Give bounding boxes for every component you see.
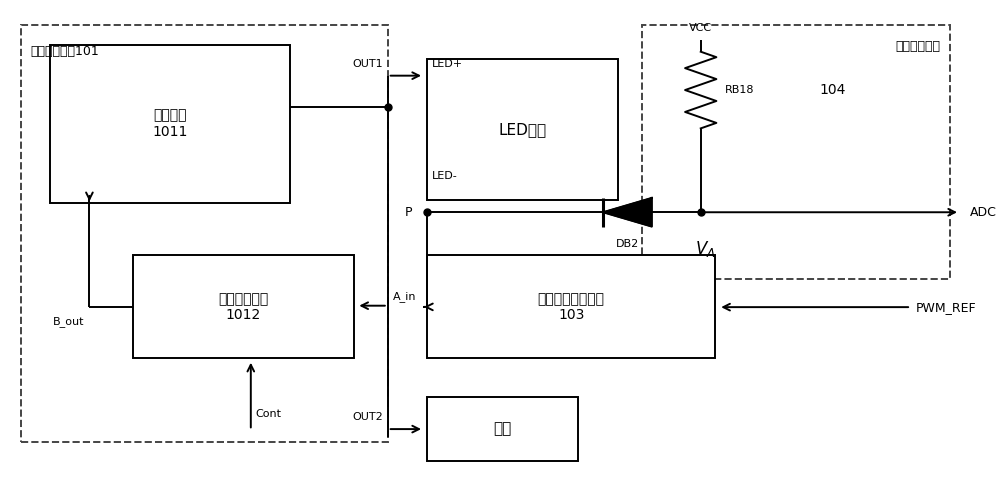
Text: 反馈调整电路
1012: 反馈调整电路 1012 xyxy=(218,292,269,322)
Text: A_in: A_in xyxy=(393,291,416,302)
Text: ADC: ADC xyxy=(970,206,997,219)
Bar xyxy=(427,397,578,461)
Text: DB2: DB2 xyxy=(616,239,639,249)
Text: PWM_REF: PWM_REF xyxy=(916,301,977,314)
Text: 后端线性恒流电路
103: 后端线性恒流电路 103 xyxy=(538,292,605,322)
Text: VCC: VCC xyxy=(689,23,712,33)
Text: 主板: 主板 xyxy=(494,422,512,437)
Text: OUT2: OUT2 xyxy=(352,412,383,422)
Bar xyxy=(133,255,354,359)
Text: LED-: LED- xyxy=(432,171,458,181)
Text: 电压检测电路: 电压检测电路 xyxy=(895,40,940,53)
Bar xyxy=(642,26,950,280)
Text: LED灯串: LED灯串 xyxy=(498,122,546,137)
Bar xyxy=(21,26,388,442)
Text: RB18: RB18 xyxy=(725,85,755,95)
Text: 前端电源电路101: 前端电源电路101 xyxy=(31,44,99,57)
Text: LED+: LED+ xyxy=(432,59,463,69)
Text: 供电电路
1011: 供电电路 1011 xyxy=(152,108,188,139)
Bar xyxy=(427,59,618,200)
Bar xyxy=(427,255,715,359)
Text: OUT1: OUT1 xyxy=(352,59,383,69)
Bar xyxy=(50,44,290,202)
Text: P: P xyxy=(405,206,412,219)
Text: 104: 104 xyxy=(820,83,846,97)
Text: Cont: Cont xyxy=(256,409,282,418)
Polygon shape xyxy=(603,198,652,227)
Text: $V_A$: $V_A$ xyxy=(695,239,716,259)
Text: B_out: B_out xyxy=(53,316,85,327)
